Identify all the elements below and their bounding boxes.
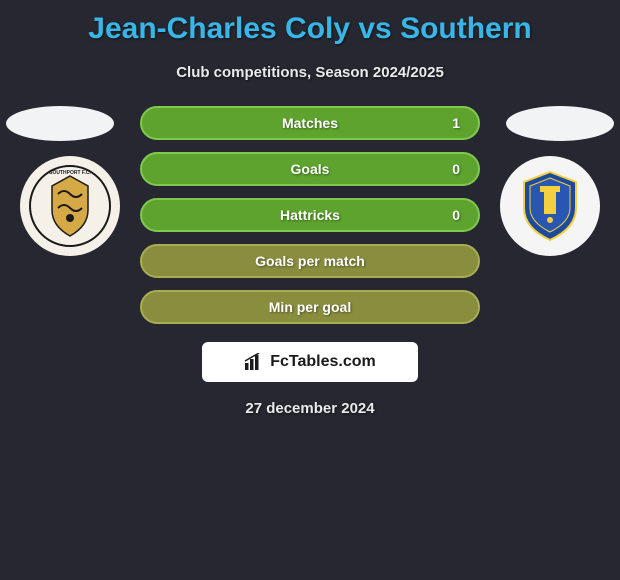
bars-icon xyxy=(244,353,264,371)
stat-label: Min per goal xyxy=(269,299,351,315)
stat-label: Matches xyxy=(282,115,338,131)
southern-crest xyxy=(500,156,600,256)
badge-label: FcTables.com xyxy=(270,353,376,371)
stat-min-per-goal: Min per goal xyxy=(140,290,480,324)
stat-value: 0 xyxy=(452,207,460,223)
stat-matches: Matches 1 xyxy=(140,106,480,140)
crest-right-icon xyxy=(508,164,592,248)
stat-value: 0 xyxy=(452,161,460,177)
stat-label: Hattricks xyxy=(280,207,340,223)
stat-goals-per-match: Goals per match xyxy=(140,244,480,278)
stat-goals: Goals 0 xyxy=(140,152,480,186)
stats-column: Matches 1 Goals 0 Hattricks 0 Goals per … xyxy=(140,106,480,324)
stat-label: Goals per match xyxy=(255,253,365,269)
subtitle: Club competitions, Season 2024/2025 xyxy=(0,64,620,81)
stat-hattricks: Hattricks 0 xyxy=(140,198,480,232)
svg-text:SOUTHPORT F.C.: SOUTHPORT F.C. xyxy=(49,170,91,176)
stat-label: Goals xyxy=(291,161,330,177)
date-text: 27 december 2024 xyxy=(0,400,620,417)
ellipse-left xyxy=(6,106,114,141)
ellipse-right xyxy=(506,106,614,141)
southport-fc-crest: SOUTHPORT F.C. xyxy=(20,156,120,256)
fctables-badge[interactable]: FcTables.com xyxy=(202,342,418,382)
page-title: Jean-Charles Coly vs Southern xyxy=(0,0,620,46)
content-area: SOUTHPORT F.C. Matches 1 Goals 0 Hattric… xyxy=(0,106,620,417)
crest-left-icon: SOUTHPORT F.C. xyxy=(28,164,112,248)
stat-value: 1 xyxy=(452,115,460,131)
